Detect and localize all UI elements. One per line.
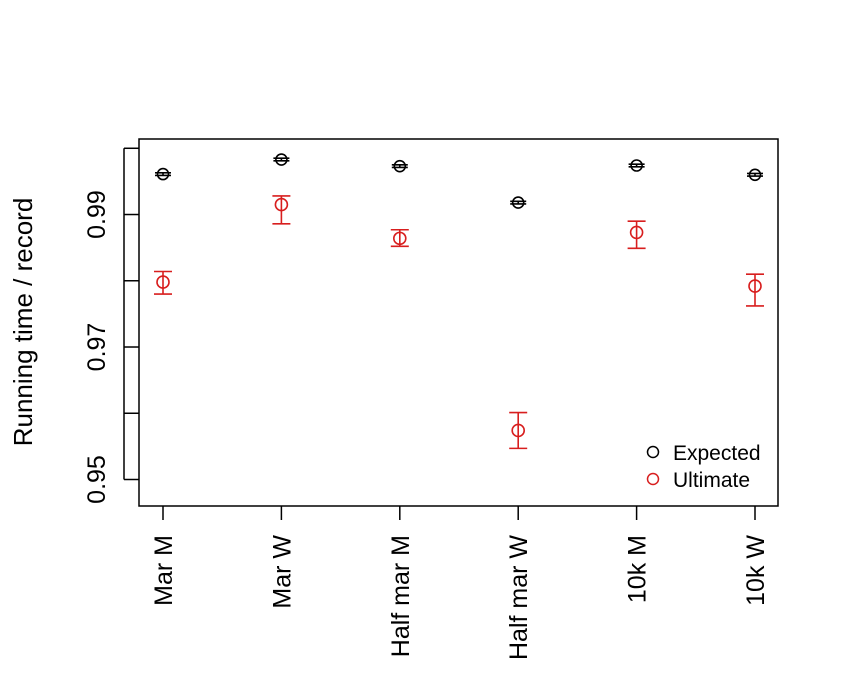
x-tick-label: Half mar M [387,535,415,657]
legend-marker-ultimate [646,472,660,486]
legend-label-ultimate: Ultimate [673,469,750,492]
data-point [274,197,289,212]
y-tick-label: 0.97 [83,323,111,372]
data-point [275,153,288,166]
x-tick-label: Mar W [268,535,296,609]
data-point [156,167,170,181]
y-axis-label: Running time / record [8,198,38,447]
x-tick-label: Half mar W [505,535,533,660]
series-expected [155,153,763,209]
x-axis: Mar M Mar W Half mar M Half mar W 10k M 10k W [150,506,770,660]
data-point [392,231,407,246]
legend: Expected Ultimate [646,442,761,492]
y-tick-label: 0.95 [83,455,111,504]
data-point [748,279,762,293]
legend-marker-expected [646,445,660,459]
data-point [511,196,525,209]
data-point [156,275,170,289]
series-ultimate [154,195,764,450]
legend-label-expected: Expected [673,442,761,465]
data-point [630,159,643,172]
x-tick-label: 10k W [742,535,770,606]
y-tick-label: 0.99 [83,190,111,239]
data-point [748,168,762,182]
data-point [511,423,526,438]
series-layer [154,153,764,450]
plot-frame [138,138,779,507]
x-tick-label: Mar M [150,535,178,606]
y-axis: 0.95 0.97 0.99 [83,147,139,504]
data-point [393,159,407,173]
x-tick-label: 10k M [624,535,652,603]
data-point [629,225,644,240]
